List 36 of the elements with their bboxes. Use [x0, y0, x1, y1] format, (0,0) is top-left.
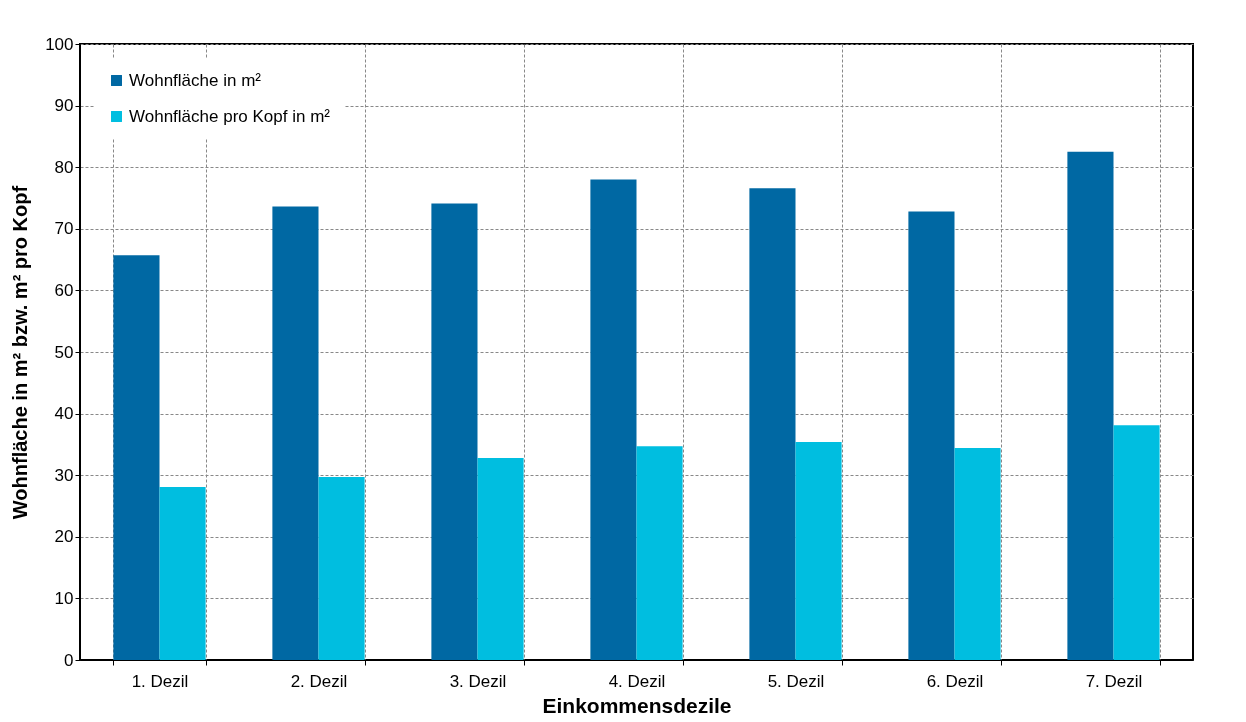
- y-tick-label: 40: [54, 404, 74, 424]
- bar: [1113, 425, 1160, 660]
- y-tick-label: 20: [54, 527, 74, 547]
- x-tick-label: 7. Dezil: [1085, 671, 1143, 691]
- bar: [795, 441, 842, 660]
- x-tick-label: 4. Dezil: [608, 671, 666, 691]
- bar: [954, 448, 1001, 660]
- y-axis-title: Wohnfläche in m² bzw. m² pro Kopf: [9, 185, 32, 520]
- bar: [908, 211, 955, 660]
- bar: [318, 477, 365, 660]
- y-tick-label: 70: [54, 219, 74, 239]
- y-tick-label: 30: [54, 465, 74, 485]
- x-axis-title: Einkommensdezile: [542, 693, 732, 717]
- legend-label: Wohnfläche pro Kopf in m²: [129, 106, 331, 126]
- x-tick-label: 2. Dezil: [290, 671, 348, 691]
- x-tick-label: 1. Dezil: [131, 671, 189, 691]
- bar: [590, 179, 637, 660]
- legend-label: Wohnfläche in m²: [129, 70, 262, 90]
- x-tick-label: 3. Dezil: [449, 671, 507, 691]
- y-tick-label: 0: [64, 650, 74, 670]
- y-tick-label: 100: [45, 34, 74, 54]
- bar: [636, 446, 683, 660]
- bar: [272, 206, 319, 660]
- bar: [431, 203, 478, 660]
- bar: [477, 457, 524, 660]
- x-tick-label: 5. Dezil: [767, 671, 825, 691]
- y-tick-label: 50: [54, 342, 74, 362]
- bar: [159, 486, 206, 660]
- y-tick-label: 80: [54, 157, 74, 177]
- bar: [113, 255, 160, 660]
- y-tick-label: 60: [54, 280, 74, 300]
- y-tick-label: 90: [54, 96, 74, 116]
- y-tick-label: 10: [54, 588, 74, 608]
- bar: [749, 188, 796, 660]
- x-tick-label: 6. Dezil: [926, 671, 984, 691]
- bar: [1067, 151, 1114, 660]
